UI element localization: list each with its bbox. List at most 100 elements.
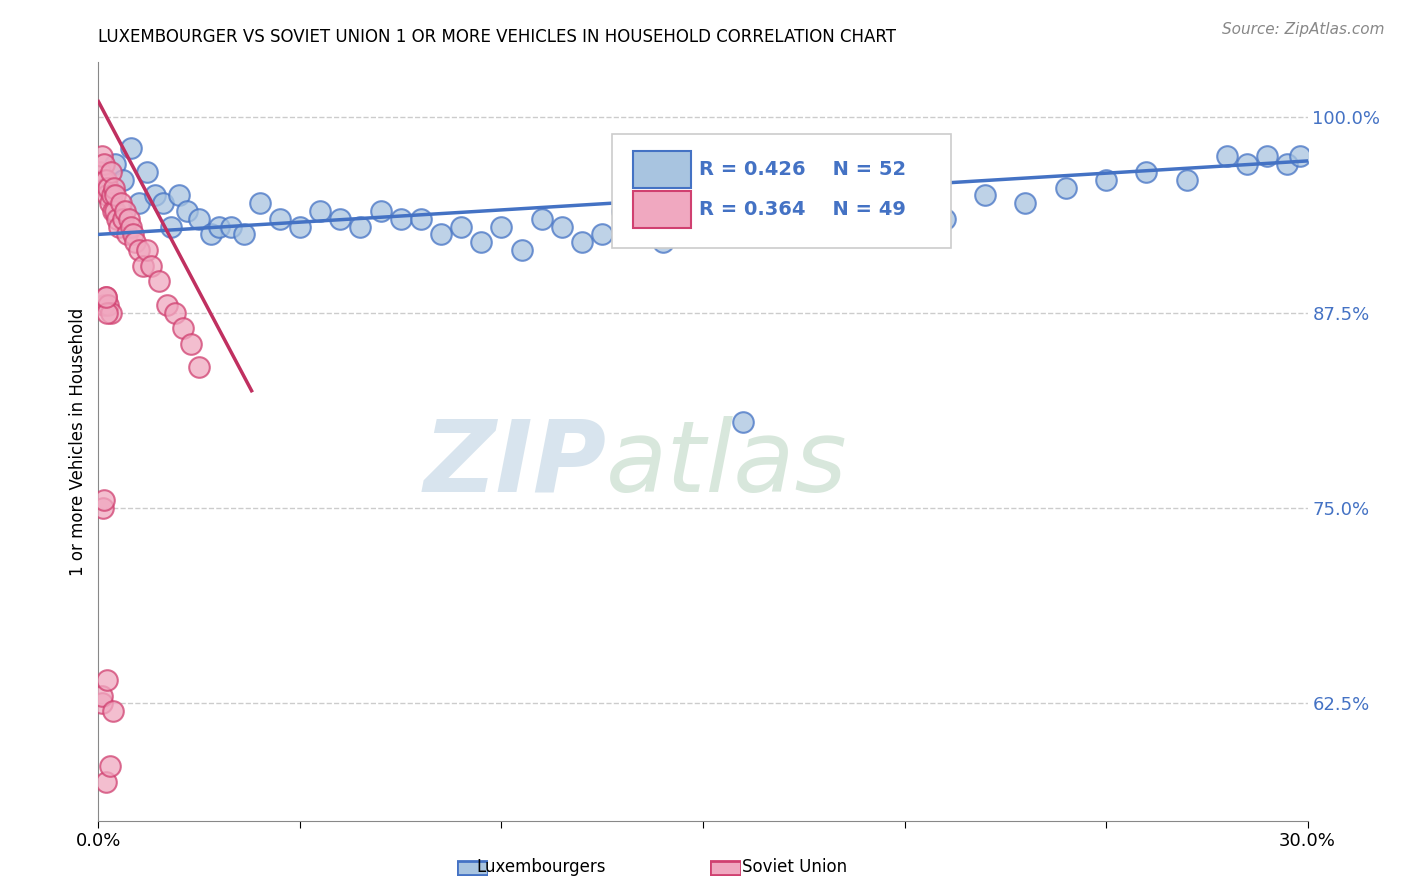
- Point: [128, 243, 150, 257]
- Point: [94, 180, 117, 194]
- Point: [132, 259, 155, 273]
- Point: [91, 689, 114, 703]
- Point: [96, 305, 118, 319]
- Point: [100, 165, 122, 179]
- Point: [309, 203, 332, 218]
- Point: [1236, 157, 1258, 171]
- FancyBboxPatch shape: [710, 861, 741, 875]
- Point: [139, 259, 162, 273]
- Point: [200, 227, 222, 242]
- Point: [90, 697, 112, 711]
- Point: [93, 298, 115, 312]
- Point: [105, 211, 128, 226]
- Text: Luxembourgers: Luxembourgers: [477, 858, 606, 876]
- Point: [96, 290, 118, 304]
- Point: [128, 196, 150, 211]
- Point: [733, 415, 755, 429]
- Point: [115, 227, 138, 242]
- Point: [409, 211, 432, 226]
- Point: [571, 235, 593, 250]
- Point: [1095, 172, 1118, 186]
- Point: [94, 290, 117, 304]
- Point: [329, 211, 352, 226]
- Point: [1216, 149, 1239, 163]
- FancyBboxPatch shape: [457, 861, 488, 875]
- Point: [470, 235, 492, 250]
- Text: LUXEMBOURGER VS SOVIET UNION 1 OR MORE VEHICLES IN HOUSEHOLD CORRELATION CHART: LUXEMBOURGER VS SOVIET UNION 1 OR MORE V…: [98, 28, 897, 45]
- Point: [813, 219, 835, 234]
- FancyBboxPatch shape: [633, 191, 690, 227]
- Point: [89, 165, 111, 179]
- Point: [156, 298, 179, 312]
- Point: [163, 305, 186, 319]
- Point: [1135, 165, 1157, 179]
- Point: [167, 188, 190, 202]
- Point: [107, 219, 129, 234]
- Point: [148, 274, 170, 288]
- Point: [96, 673, 118, 687]
- Point: [91, 149, 114, 163]
- Point: [1277, 157, 1299, 171]
- Point: [91, 172, 114, 186]
- Point: [124, 235, 146, 250]
- Point: [430, 227, 453, 242]
- Point: [180, 336, 202, 351]
- Point: [551, 219, 574, 234]
- Point: [934, 211, 956, 226]
- Point: [1288, 149, 1310, 163]
- FancyBboxPatch shape: [613, 135, 950, 248]
- Point: [110, 196, 132, 211]
- Point: [91, 500, 114, 515]
- Point: [93, 493, 115, 508]
- Text: R = 0.364    N = 49: R = 0.364 N = 49: [699, 200, 907, 219]
- Point: [100, 188, 122, 202]
- Text: Source: ZipAtlas.com: Source: ZipAtlas.com: [1222, 22, 1385, 37]
- Point: [974, 188, 997, 202]
- Point: [135, 165, 157, 179]
- Point: [160, 219, 183, 234]
- Point: [772, 211, 794, 226]
- Point: [96, 188, 118, 202]
- Point: [121, 227, 143, 242]
- Point: [349, 219, 371, 234]
- Point: [221, 219, 243, 234]
- Point: [114, 203, 136, 218]
- Point: [103, 203, 125, 218]
- Point: [853, 203, 876, 218]
- Text: atlas: atlas: [606, 416, 848, 513]
- Point: [269, 211, 291, 226]
- Point: [651, 235, 673, 250]
- Point: [370, 203, 392, 218]
- Point: [152, 196, 174, 211]
- Y-axis label: 1 or more Vehicles in Household: 1 or more Vehicles in Household: [69, 308, 87, 575]
- Point: [1256, 149, 1278, 163]
- Point: [1054, 180, 1077, 194]
- Point: [591, 227, 613, 242]
- Point: [101, 704, 124, 718]
- Point: [143, 188, 166, 202]
- Point: [104, 188, 127, 202]
- Point: [118, 211, 141, 226]
- Point: [389, 211, 412, 226]
- Point: [1014, 196, 1036, 211]
- Point: [530, 211, 553, 226]
- Point: [188, 360, 211, 375]
- Text: ZIP: ZIP: [423, 416, 606, 513]
- Point: [188, 211, 211, 226]
- Point: [893, 196, 915, 211]
- Point: [98, 759, 121, 773]
- Point: [249, 196, 271, 211]
- Point: [120, 141, 142, 155]
- Point: [98, 196, 121, 211]
- Point: [97, 298, 120, 312]
- Point: [111, 211, 134, 226]
- Point: [101, 203, 124, 218]
- Point: [208, 219, 231, 234]
- Point: [120, 219, 142, 234]
- Point: [612, 203, 634, 218]
- Point: [103, 157, 125, 171]
- Point: [1175, 172, 1198, 186]
- Point: [172, 321, 194, 335]
- Point: [510, 243, 533, 257]
- Point: [232, 227, 254, 242]
